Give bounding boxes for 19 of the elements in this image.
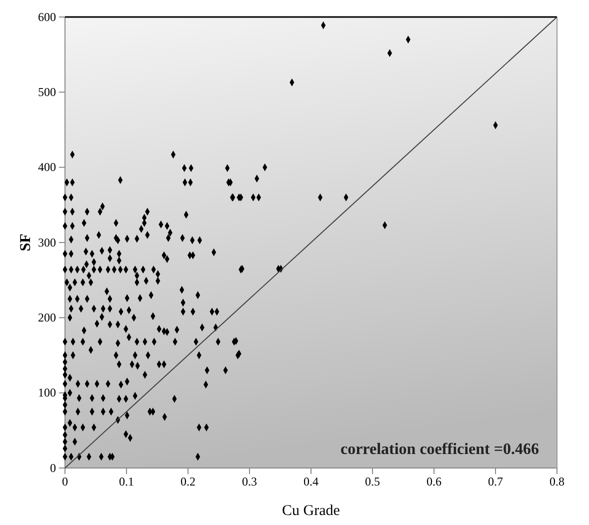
- x-tick-label: 0.7: [488, 474, 503, 489]
- x-tick-label: 0.6: [426, 474, 442, 489]
- x-tick-label: 0.2: [180, 474, 196, 489]
- annotation: correlation coefficient =0.466: [340, 441, 539, 458]
- y-axis-title: SF: [18, 234, 34, 252]
- y-tick-label: 200: [38, 310, 56, 325]
- y-tick-label: 600: [38, 10, 56, 24]
- x-axis-title: Cu Grade: [282, 503, 340, 519]
- x-tick-label: 0.4: [304, 474, 318, 489]
- x-tick-label: 0.5: [365, 474, 380, 489]
- x-tick-label: 0.3: [242, 474, 257, 489]
- y-tick-label: 0: [50, 460, 56, 475]
- y-tick-label: 300: [38, 235, 56, 250]
- x-tick-label: 0.1: [119, 474, 134, 489]
- y-tick-label: 500: [38, 85, 56, 100]
- x-tick-label: 0.8: [550, 474, 564, 489]
- y-tick-label: 400: [38, 160, 56, 174]
- x-tick-label: 0: [62, 474, 68, 489]
- y-tick-label: 100: [38, 386, 56, 400]
